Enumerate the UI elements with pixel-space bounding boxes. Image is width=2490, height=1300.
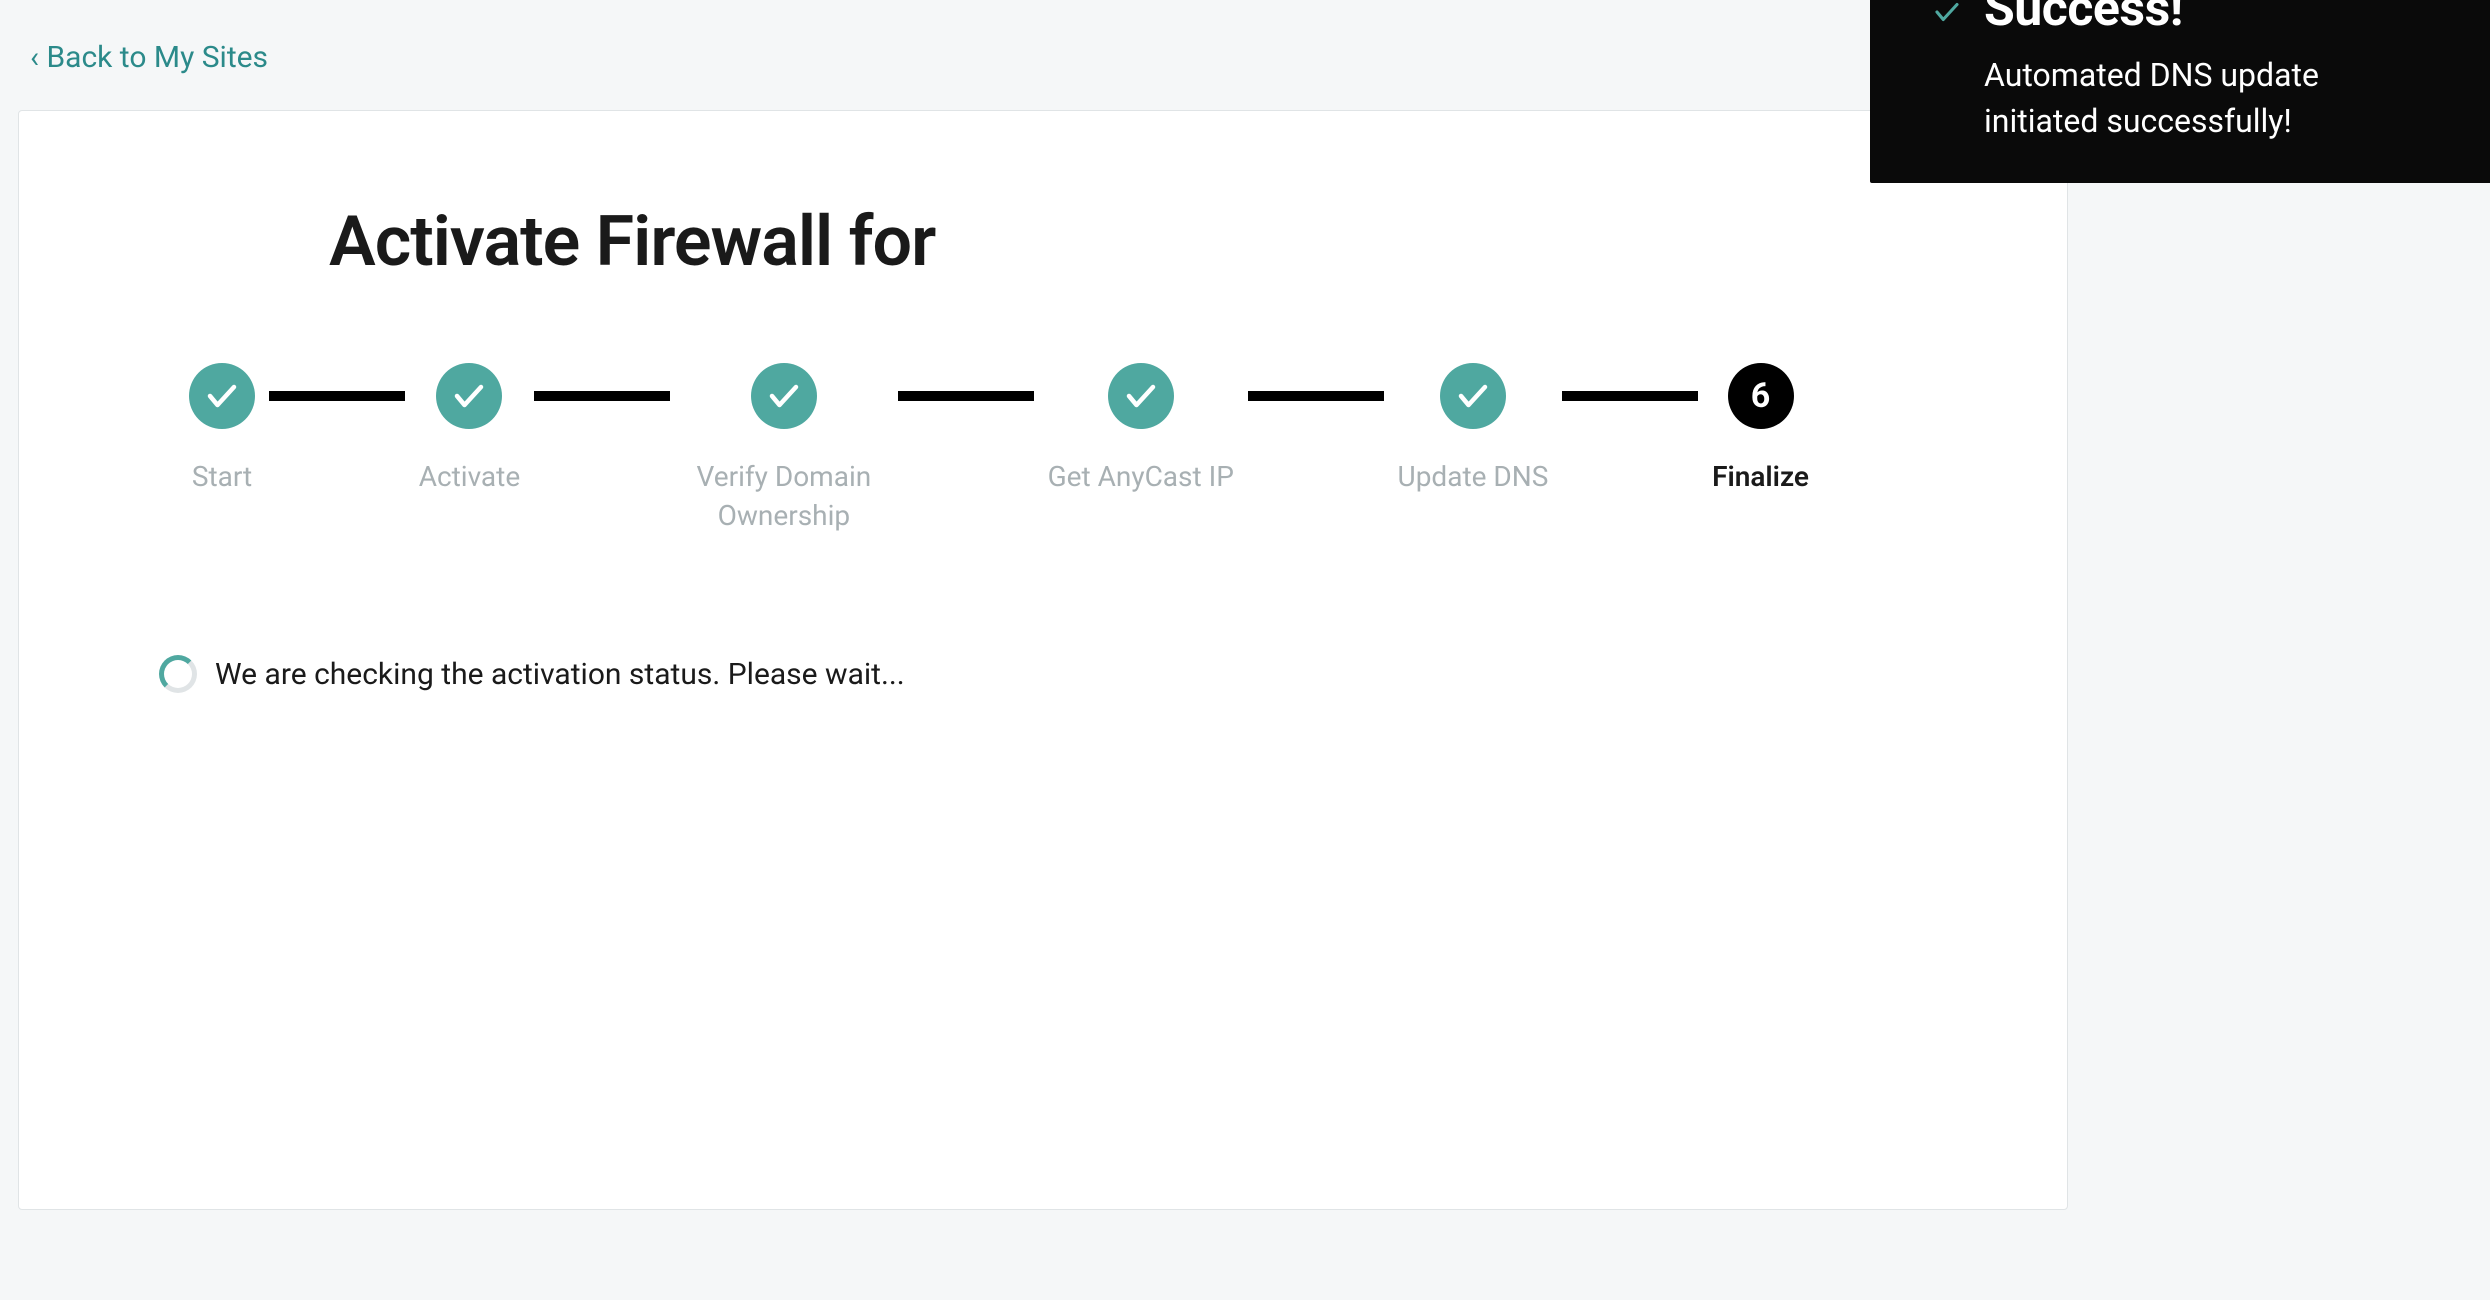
step-circle-done [436, 363, 502, 429]
main-card: Activate Firewall for Start Activate Ver… [18, 110, 2068, 1210]
step-verify-domain: Verify Domain Ownership [684, 363, 884, 535]
toast-title: Success! [1984, 0, 2183, 38]
step-circle-done [751, 363, 817, 429]
step-start: Start [189, 363, 255, 496]
step-finalize: 6 Finalize [1712, 363, 1809, 496]
step-get-ip: Get AnyCast IP [1048, 363, 1234, 496]
step-connector [1562, 391, 1698, 401]
step-label: Activate [419, 457, 521, 496]
step-connector [898, 391, 1034, 401]
check-icon [1123, 378, 1159, 414]
stepper: Start Activate Verify Domain Ownership G… [189, 363, 1809, 535]
check-icon [766, 378, 802, 414]
step-connector [534, 391, 670, 401]
check-icon [1455, 378, 1491, 414]
page-title: Activate Firewall for [329, 201, 1927, 283]
toast-header: Success! [1932, 0, 2440, 38]
step-label: Get AnyCast IP [1048, 457, 1234, 496]
check-icon [451, 378, 487, 414]
check-icon [204, 378, 240, 414]
check-icon [1932, 0, 1962, 27]
step-label: Finalize [1712, 457, 1809, 496]
back-to-sites-link[interactable]: ‹ Back to My Sites [0, 0, 268, 75]
status-row: We are checking the activation status. P… [159, 655, 1927, 693]
step-activate: Activate [419, 363, 521, 496]
toast-body: Automated DNS update initiated successfu… [1932, 52, 2440, 145]
step-connector [1248, 391, 1384, 401]
step-update-dns: Update DNS [1398, 363, 1549, 496]
step-label: Update DNS [1398, 457, 1549, 496]
step-label: Start [192, 457, 252, 496]
status-message: We are checking the activation status. P… [215, 657, 905, 692]
step-circle-current: 6 [1728, 363, 1794, 429]
step-circle-done [1440, 363, 1506, 429]
step-connector [269, 391, 405, 401]
step-circle-done [1108, 363, 1174, 429]
step-circle-done [189, 363, 255, 429]
step-label: Verify Domain Ownership [684, 457, 884, 535]
spinner-icon [159, 655, 197, 693]
success-toast: Success! Automated DNS update initiated … [1870, 0, 2490, 183]
